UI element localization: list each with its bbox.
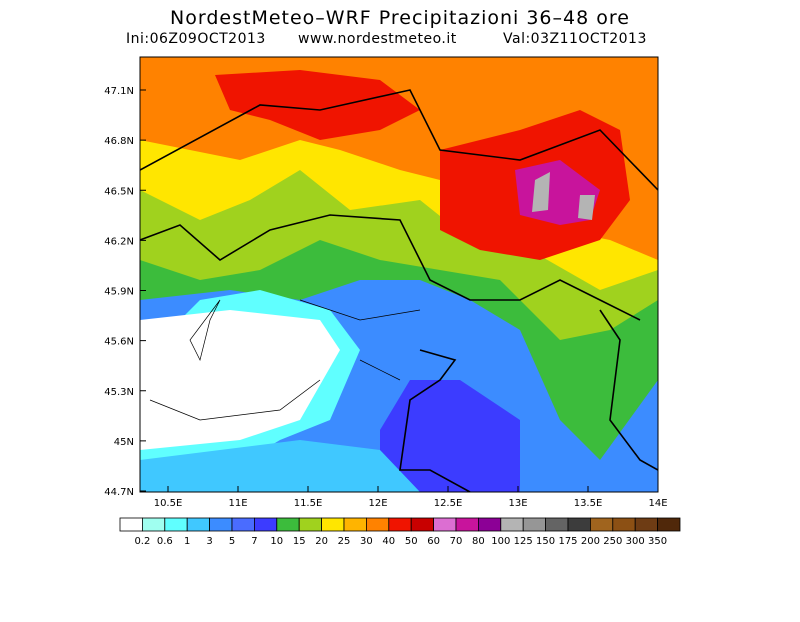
legend-label: 15	[293, 536, 306, 547]
legend-label: 60	[427, 536, 440, 547]
legend-label: 80	[472, 536, 485, 547]
legend-swatch	[590, 517, 614, 532]
site: www.nordestmeteo.it	[298, 31, 457, 47]
legend-label: 10	[270, 536, 283, 547]
legend-label: 350	[648, 536, 667, 547]
legend-label: 175	[558, 536, 577, 547]
legend-swatch	[567, 517, 591, 532]
legend-label: 25	[338, 536, 351, 547]
lat-label: 44.7N	[104, 487, 134, 498]
init-time: Ini:06Z09OCT2013	[126, 31, 266, 47]
legend-swatch	[298, 517, 323, 532]
precip-field	[140, 57, 658, 492]
legend-swatch	[343, 517, 367, 532]
lat-label: 46.8N	[104, 136, 134, 147]
lat-label: 45N	[114, 437, 134, 448]
legend-swatch	[321, 517, 345, 532]
legend-label: 7	[251, 536, 257, 547]
lon-label: 10.5E	[154, 498, 183, 509]
legend-label: 200	[581, 536, 600, 547]
legend-label: 30	[360, 536, 373, 547]
legend-label: 125	[514, 536, 533, 547]
lon-label: 13E	[508, 498, 527, 509]
legend-label: 40	[382, 536, 395, 547]
legend-label: 100	[491, 536, 510, 547]
legend-swatch	[477, 517, 502, 532]
legend-label: 50	[405, 536, 418, 547]
legend-swatch	[612, 517, 636, 532]
legend-label: 5	[229, 536, 235, 547]
legend-swatch	[276, 517, 300, 532]
legend-swatch	[455, 517, 479, 532]
legend-swatch	[209, 517, 233, 532]
lon-label: 11.5E	[294, 498, 323, 509]
legend-swatch	[657, 517, 681, 532]
legend-swatch	[231, 517, 255, 532]
lat-label: 46.2N	[104, 236, 134, 247]
lat-label: 45.3N	[104, 387, 134, 398]
legend-swatch	[522, 517, 547, 532]
legend-swatch	[410, 517, 435, 532]
legend-label: 0.6	[157, 536, 173, 547]
legend-label: 300	[626, 536, 645, 547]
legend-swatch	[433, 517, 457, 532]
map-frame	[139, 56, 659, 493]
lat-label: 45.9N	[104, 287, 134, 298]
legend-label: 3	[206, 536, 212, 547]
legend-swatch	[186, 517, 210, 532]
legend-swatch	[141, 517, 166, 532]
lat-label: 46.5N	[104, 186, 134, 197]
legend-label: 0.2	[134, 536, 150, 547]
lon-label: 13.5E	[574, 498, 603, 509]
lat-label: 47.1N	[104, 86, 134, 97]
legend-label: 70	[450, 536, 463, 547]
legend-swatch	[164, 517, 188, 532]
title: NordestMeteo–WRF Precipitazioni 36–48 or…	[170, 7, 630, 29]
lat-label: 45.6N	[104, 337, 134, 348]
legend-label: 1	[184, 536, 190, 547]
legend-swatch	[388, 517, 412, 532]
legend-swatch	[500, 517, 524, 532]
legend-swatch	[365, 517, 390, 532]
lon-label: 12E	[368, 498, 387, 509]
legend-swatch	[119, 517, 143, 532]
legend-swatch	[253, 517, 278, 532]
lon-label: 11E	[228, 498, 247, 509]
lon-label: 14E	[648, 498, 667, 509]
legend-label: 150	[536, 536, 555, 547]
legend-label: 250	[603, 536, 622, 547]
valid-time: Val:03Z11OCT2013	[503, 31, 647, 47]
legend-swatch	[634, 517, 659, 532]
legend-label: 20	[315, 536, 328, 547]
legend-swatch	[545, 517, 569, 532]
lon-label: 12.5E	[434, 498, 463, 509]
